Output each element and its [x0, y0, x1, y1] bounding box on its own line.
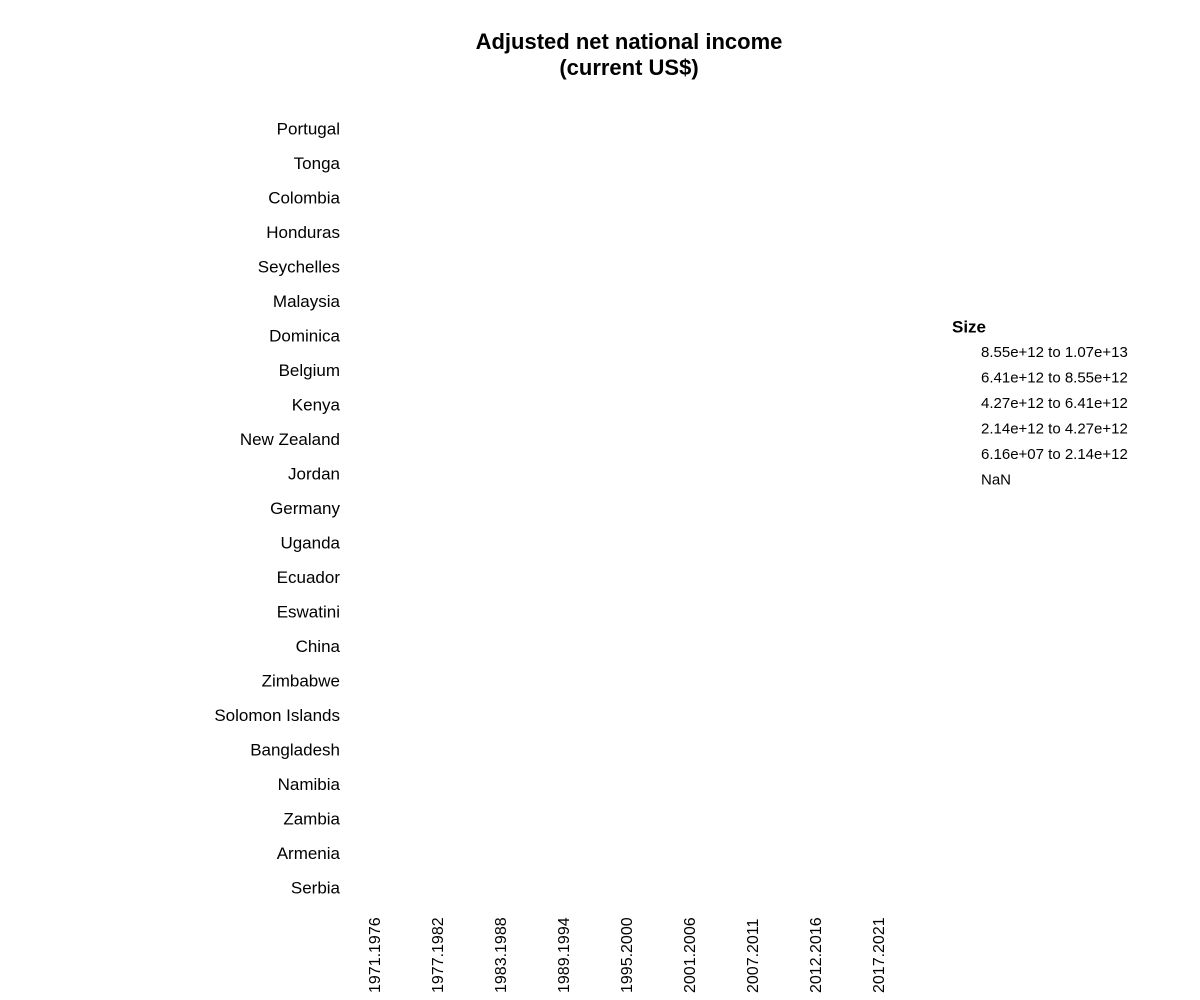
y-tick-label: Germany: [270, 499, 340, 518]
y-tick-label: Honduras: [266, 223, 340, 242]
y-tick-label: China: [296, 637, 341, 656]
y-tick-label: Serbia: [291, 878, 341, 897]
y-tick-label: Bangladesh: [250, 740, 340, 759]
y-tick-label: Seychelles: [258, 257, 340, 276]
y-tick-label: Solomon Islands: [214, 706, 340, 725]
y-tick-label: Namibia: [278, 775, 341, 794]
chart-title-line: (current US$): [559, 55, 698, 80]
x-tick-label: 1995.2000: [619, 917, 636, 993]
y-tick-label: Tonga: [294, 154, 341, 173]
y-tick-label: Zambia: [283, 809, 340, 828]
legend-entry: 4.27e+12 to 6.41e+12: [981, 395, 1128, 412]
x-tick-label: 2017.2021: [871, 917, 888, 993]
y-tick-label: Jordan: [288, 464, 340, 483]
x-tick-label: 2001.2006: [682, 917, 699, 993]
y-tick-label: Ecuador: [277, 568, 341, 587]
y-tick-label: Belgium: [279, 361, 340, 380]
x-tick-label: 1971.1976: [367, 917, 384, 993]
x-tick-label: 2012.2016: [808, 917, 825, 993]
y-tick-label: Armenia: [277, 844, 341, 863]
y-tick-label: Dominica: [269, 326, 340, 345]
legend-entry: 6.41e+12 to 8.55e+12: [981, 369, 1128, 386]
x-axis-labels: 1971.1976 1977.1982 1983.1988 1989.1994 1995…: [367, 917, 888, 993]
y-tick-label: Colombia: [268, 188, 340, 207]
y-tick-label: New Zealand: [240, 430, 340, 449]
y-tick-label: Uganda: [280, 533, 340, 552]
y-tick-label: Malaysia: [273, 292, 341, 311]
chart-title: Adjusted net national income(current US$…: [476, 29, 783, 80]
y-tick-label: Portugal: [277, 119, 340, 138]
legend-entry: 8.55e+12 to 1.07e+13: [981, 344, 1128, 361]
y-tick-label: Kenya: [292, 395, 341, 414]
legend-entry: NaN: [981, 471, 1011, 488]
x-tick-label: 1977.1982: [430, 917, 447, 993]
legend-entry: 6.16e+07 to 2.14e+12: [981, 446, 1128, 463]
x-tick-label: 2007.2011: [745, 918, 762, 993]
y-tick-label: Zimbabwe: [262, 671, 340, 690]
chart-title-line: Adjusted net national income: [476, 29, 783, 54]
x-tick-label: 1983.1988: [493, 917, 510, 993]
legend: Size 8.55e+12 to 1.07e+13 6.41e+12 to 8.55…: [952, 317, 1128, 488]
legend-entry: 2.14e+12 to 4.27e+12: [981, 420, 1128, 437]
x-tick-label: 1989.1994: [556, 917, 573, 993]
y-tick-label: Eswatini: [277, 602, 340, 621]
legend-title: Size: [952, 317, 986, 336]
y-axis-labels: Portugal Tonga Colombia Honduras Seychelles M…: [214, 119, 340, 897]
